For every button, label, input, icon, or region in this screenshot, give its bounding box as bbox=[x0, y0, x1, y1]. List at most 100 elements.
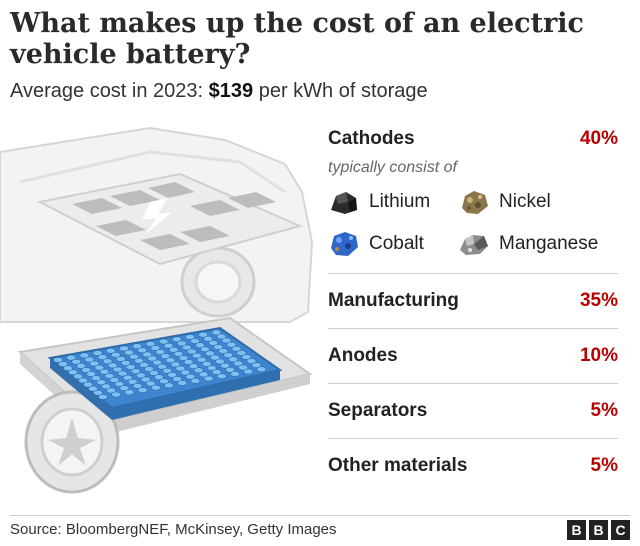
battery-cell bbox=[73, 373, 83, 380]
chart-title: What makes up the cost of an electric ve… bbox=[10, 8, 584, 70]
manganese-rock-icon bbox=[460, 235, 488, 255]
battery-cell bbox=[213, 344, 224, 350]
divider bbox=[328, 328, 618, 329]
component-row-separators: Separators 5% bbox=[328, 384, 618, 438]
battery-cell bbox=[97, 354, 108, 361]
battery-cell bbox=[86, 371, 97, 377]
battery-cell bbox=[137, 347, 148, 354]
subtitle-suffix: per kWh of storage bbox=[253, 80, 428, 102]
subtitle-prefix: Average cost in 2023: bbox=[10, 80, 209, 102]
battery-cell bbox=[115, 356, 126, 362]
battery-cell bbox=[185, 334, 195, 340]
battery-cell bbox=[200, 346, 210, 353]
battery-cell bbox=[109, 377, 120, 383]
bbc-logo: B B C bbox=[567, 520, 630, 540]
source-note: Source: BloombergNEF, McKinsey, Getty Im… bbox=[10, 521, 337, 538]
component-label: Separators bbox=[328, 400, 428, 421]
battery-cell bbox=[155, 349, 166, 355]
battery-cell bbox=[89, 360, 100, 367]
battery-cell bbox=[206, 365, 217, 371]
battery-cell bbox=[142, 351, 153, 358]
battery-cell bbox=[92, 350, 103, 356]
battery-cell bbox=[150, 384, 161, 391]
battery-cell bbox=[79, 352, 90, 359]
battery-cell bbox=[117, 370, 128, 377]
component-row-anodes: Anodes 10% bbox=[328, 329, 618, 383]
battery-cell bbox=[158, 338, 169, 345]
battery-cell bbox=[176, 340, 187, 347]
battery-cell bbox=[223, 352, 234, 359]
battery-cell bbox=[150, 345, 161, 351]
battery-cell bbox=[226, 341, 237, 348]
battery-cell bbox=[241, 354, 252, 360]
battery-cell bbox=[140, 376, 151, 383]
battery-cell bbox=[203, 335, 214, 342]
battery-cell bbox=[230, 370, 240, 377]
battery-cell bbox=[211, 369, 222, 375]
battery-cell bbox=[124, 389, 135, 396]
component-value: 5% bbox=[590, 400, 618, 421]
battery-cell bbox=[137, 387, 148, 393]
battery-cell bbox=[147, 355, 158, 362]
battery-cell bbox=[236, 349, 247, 356]
battery-cell bbox=[220, 362, 230, 369]
mineral-nickel: Nickel bbox=[458, 187, 618, 217]
divider bbox=[328, 438, 618, 439]
battery-cell bbox=[160, 353, 171, 360]
battery-cell bbox=[127, 378, 138, 385]
battery-cell bbox=[145, 340, 156, 347]
cathodes-note: typically consist of bbox=[328, 159, 457, 176]
battery-cell bbox=[88, 385, 98, 392]
bbc-logo-block: B bbox=[589, 520, 608, 540]
minerals-grid: Lithium Nickel Cobalt bbox=[328, 187, 618, 259]
battery-cell bbox=[221, 337, 232, 344]
battery-cell bbox=[205, 350, 215, 357]
battery-cell bbox=[53, 357, 63, 363]
cathodes-value: 40% bbox=[579, 128, 618, 149]
mineral-cobalt-label: Cobalt bbox=[369, 233, 424, 254]
battery-cell bbox=[198, 331, 209, 338]
battery-cell bbox=[181, 344, 192, 351]
battery-cell bbox=[106, 387, 117, 394]
mineral-manganese: Manganese bbox=[458, 229, 618, 259]
battery-cell bbox=[102, 358, 113, 365]
component-value: 35% bbox=[579, 290, 618, 311]
mineral-nickel-label: Nickel bbox=[499, 191, 551, 212]
battery-cell bbox=[99, 368, 110, 375]
battery-cell bbox=[203, 375, 214, 382]
component-row-other-materials: Other materials 5% bbox=[328, 439, 618, 493]
component-label: Anodes bbox=[328, 345, 398, 366]
battery-cell bbox=[91, 375, 102, 382]
battery-cell bbox=[256, 366, 267, 373]
battery-cell bbox=[233, 360, 244, 367]
cobalt-rock-icon bbox=[331, 232, 358, 256]
battery-cell bbox=[172, 376, 183, 382]
battery-cell bbox=[105, 347, 116, 354]
battery-cell bbox=[76, 362, 87, 369]
subtitle-amount: $139 bbox=[208, 80, 254, 102]
cathodes-row: Cathodes 40% bbox=[328, 128, 618, 150]
battery-cell bbox=[193, 367, 204, 374]
cathodes-label: Cathodes bbox=[328, 128, 415, 149]
component-value: 5% bbox=[590, 455, 618, 476]
chart-subtitle: Average cost in 2023: $139 per kWh of st… bbox=[10, 79, 630, 103]
battery-cell bbox=[211, 329, 222, 336]
battery-cell bbox=[84, 356, 95, 363]
battery-cell bbox=[225, 366, 235, 373]
mineral-manganese-label: Manganese bbox=[499, 233, 599, 254]
battery-cell bbox=[190, 377, 201, 384]
divider bbox=[328, 383, 618, 384]
battery-cell bbox=[114, 381, 125, 387]
battery-cell bbox=[96, 379, 107, 386]
battery-cell bbox=[71, 358, 82, 365]
battery-cell bbox=[210, 354, 220, 361]
battery-cell bbox=[68, 369, 78, 376]
component-label: Manufacturing bbox=[328, 290, 459, 311]
battery-cell bbox=[58, 361, 68, 367]
mineral-cobalt: Cobalt bbox=[328, 229, 458, 259]
component-value: 10% bbox=[579, 345, 618, 366]
battery-cell bbox=[175, 365, 186, 372]
battery-cell bbox=[180, 369, 191, 376]
battery-cell bbox=[66, 354, 77, 361]
ev-battery-illustration bbox=[0, 126, 314, 494]
